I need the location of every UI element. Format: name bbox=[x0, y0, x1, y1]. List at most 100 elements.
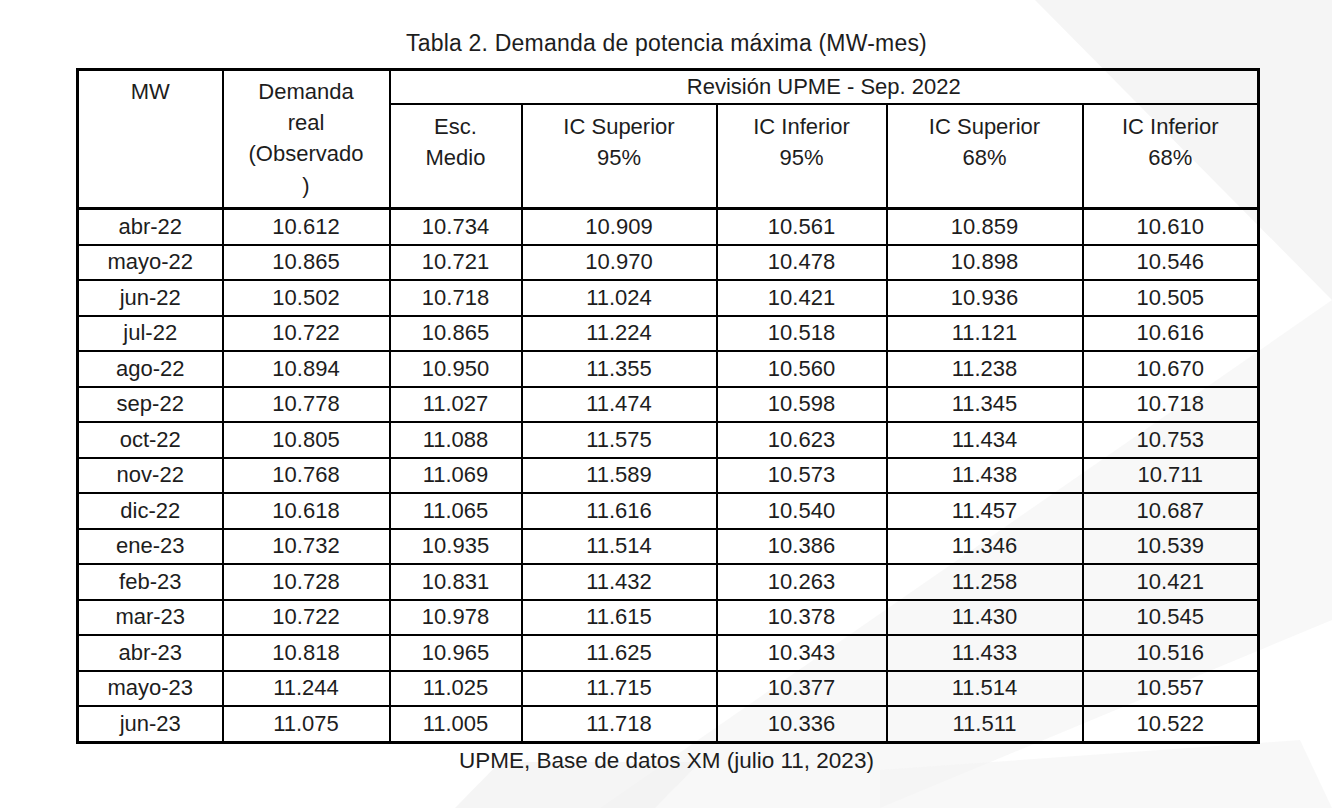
unit-header-cell: MW bbox=[78, 70, 223, 209]
source-caption: UPME, Base de datos XM (julio 11, 2023) bbox=[76, 748, 1257, 774]
demand-header-cell: Demanda real (Observado ) bbox=[223, 70, 390, 209]
value-cell: 10.378 bbox=[717, 600, 887, 636]
value-cell: 10.718 bbox=[1083, 387, 1259, 423]
value-cell: 10.935 bbox=[390, 529, 522, 565]
value-cell: 10.732 bbox=[223, 529, 390, 565]
sub-header-line: IC Inferior bbox=[1084, 111, 1258, 142]
month-cell: abr-22 bbox=[78, 209, 223, 245]
table-row: ene-2310.73210.93511.51410.38611.34610.5… bbox=[78, 529, 1259, 565]
value-cell: 11.438 bbox=[887, 458, 1083, 494]
value-cell: 11.715 bbox=[522, 671, 717, 707]
sub-header-line: Medio bbox=[391, 142, 521, 173]
month-cell: abr-23 bbox=[78, 635, 223, 671]
value-cell: 11.075 bbox=[223, 706, 390, 742]
value-cell: 11.121 bbox=[887, 316, 1083, 352]
value-cell: 10.612 bbox=[223, 209, 390, 245]
value-cell: 11.345 bbox=[887, 387, 1083, 423]
month-cell: feb-23 bbox=[78, 564, 223, 600]
value-cell: 11.244 bbox=[223, 671, 390, 707]
value-cell: 10.936 bbox=[887, 280, 1083, 316]
table-row: mayo-2311.24411.02511.71510.37711.51410.… bbox=[78, 671, 1259, 707]
demand-table: MW Demanda real (Observado ) Revisión UP… bbox=[76, 68, 1260, 744]
value-cell: 10.502 bbox=[223, 280, 390, 316]
value-cell: 10.623 bbox=[717, 422, 887, 458]
sub-header-line: 95% bbox=[523, 142, 716, 173]
demand-header-line: ) bbox=[224, 170, 389, 201]
value-cell: 11.258 bbox=[887, 564, 1083, 600]
value-cell: 10.421 bbox=[717, 280, 887, 316]
value-cell: 11.432 bbox=[522, 564, 717, 600]
month-cell: mayo-23 bbox=[78, 671, 223, 707]
table-row: abr-2310.81810.96511.62510.34311.43310.5… bbox=[78, 635, 1259, 671]
value-cell: 10.386 bbox=[717, 529, 887, 565]
value-cell: 11.457 bbox=[887, 493, 1083, 529]
value-cell: 10.721 bbox=[390, 245, 522, 281]
value-cell: 10.865 bbox=[223, 245, 390, 281]
table-header: MW Demanda real (Observado ) Revisión UP… bbox=[78, 70, 1259, 209]
demand-header-line: (Observado bbox=[224, 138, 389, 169]
document-page: Tabla 2. Demanda de potencia máxima (MW-… bbox=[0, 30, 1332, 774]
month-cell: dic-22 bbox=[78, 493, 223, 529]
value-cell: 10.722 bbox=[223, 316, 390, 352]
value-cell: 10.561 bbox=[717, 209, 887, 245]
value-cell: 10.711 bbox=[1083, 458, 1259, 494]
value-cell: 11.514 bbox=[522, 529, 717, 565]
value-cell: 11.511 bbox=[887, 706, 1083, 742]
group-header-row: MW Demanda real (Observado ) Revisión UP… bbox=[78, 70, 1259, 105]
value-cell: 10.718 bbox=[390, 280, 522, 316]
value-cell: 11.514 bbox=[887, 671, 1083, 707]
value-cell: 10.343 bbox=[717, 635, 887, 671]
month-cell: ene-23 bbox=[78, 529, 223, 565]
value-cell: 11.355 bbox=[522, 351, 717, 387]
value-cell: 11.065 bbox=[390, 493, 522, 529]
sub-header-line: 95% bbox=[718, 142, 886, 173]
value-cell: 10.898 bbox=[887, 245, 1083, 281]
value-cell: 10.859 bbox=[887, 209, 1083, 245]
value-cell: 10.970 bbox=[522, 245, 717, 281]
value-cell: 10.560 bbox=[717, 351, 887, 387]
unit-header-label: MW bbox=[79, 76, 222, 107]
value-cell: 10.722 bbox=[223, 600, 390, 636]
value-cell: 10.522 bbox=[1083, 706, 1259, 742]
sub-header-line: IC Superior bbox=[523, 111, 716, 142]
value-cell: 11.027 bbox=[390, 387, 522, 423]
value-cell: 10.909 bbox=[522, 209, 717, 245]
value-cell: 11.616 bbox=[522, 493, 717, 529]
value-cell: 10.768 bbox=[223, 458, 390, 494]
sub-header-esc-medio: Esc. Medio bbox=[390, 104, 522, 209]
month-cell: nov-22 bbox=[78, 458, 223, 494]
value-cell: 10.978 bbox=[390, 600, 522, 636]
table-row: oct-2210.80511.08811.57510.62311.43410.7… bbox=[78, 422, 1259, 458]
value-cell: 10.516 bbox=[1083, 635, 1259, 671]
value-cell: 11.433 bbox=[887, 635, 1083, 671]
value-cell: 10.377 bbox=[717, 671, 887, 707]
month-cell: mar-23 bbox=[78, 600, 223, 636]
value-cell: 11.474 bbox=[522, 387, 717, 423]
table-row: mayo-2210.86510.72110.97010.47810.89810.… bbox=[78, 245, 1259, 281]
table-row: dic-2210.61811.06511.61610.54011.45710.6… bbox=[78, 493, 1259, 529]
value-cell: 11.718 bbox=[522, 706, 717, 742]
value-cell: 10.546 bbox=[1083, 245, 1259, 281]
value-cell: 10.545 bbox=[1083, 600, 1259, 636]
sub-header-line: IC Superior bbox=[888, 111, 1082, 142]
value-cell: 10.728 bbox=[223, 564, 390, 600]
demand-header-line: Demanda bbox=[224, 76, 389, 107]
value-cell: 11.615 bbox=[522, 600, 717, 636]
month-cell: mayo-22 bbox=[78, 245, 223, 281]
sub-header-ic-superior-95: IC Superior 95% bbox=[522, 104, 717, 209]
table-row: sep-2210.77811.02711.47410.59811.34510.7… bbox=[78, 387, 1259, 423]
value-cell: 10.950 bbox=[390, 351, 522, 387]
value-cell: 10.865 bbox=[390, 316, 522, 352]
value-cell: 10.616 bbox=[1083, 316, 1259, 352]
value-cell: 11.238 bbox=[887, 351, 1083, 387]
value-cell: 11.346 bbox=[887, 529, 1083, 565]
table-row: nov-2210.76811.06911.58910.57311.43810.7… bbox=[78, 458, 1259, 494]
table-row: ago-2210.89410.95011.35510.56011.23810.6… bbox=[78, 351, 1259, 387]
value-cell: 10.610 bbox=[1083, 209, 1259, 245]
table-row: mar-2310.72210.97811.61510.37811.43010.5… bbox=[78, 600, 1259, 636]
month-cell: oct-22 bbox=[78, 422, 223, 458]
value-cell: 10.753 bbox=[1083, 422, 1259, 458]
sub-header-line: Esc. bbox=[391, 111, 521, 142]
demand-header-line: real bbox=[224, 107, 389, 138]
value-cell: 11.024 bbox=[522, 280, 717, 316]
